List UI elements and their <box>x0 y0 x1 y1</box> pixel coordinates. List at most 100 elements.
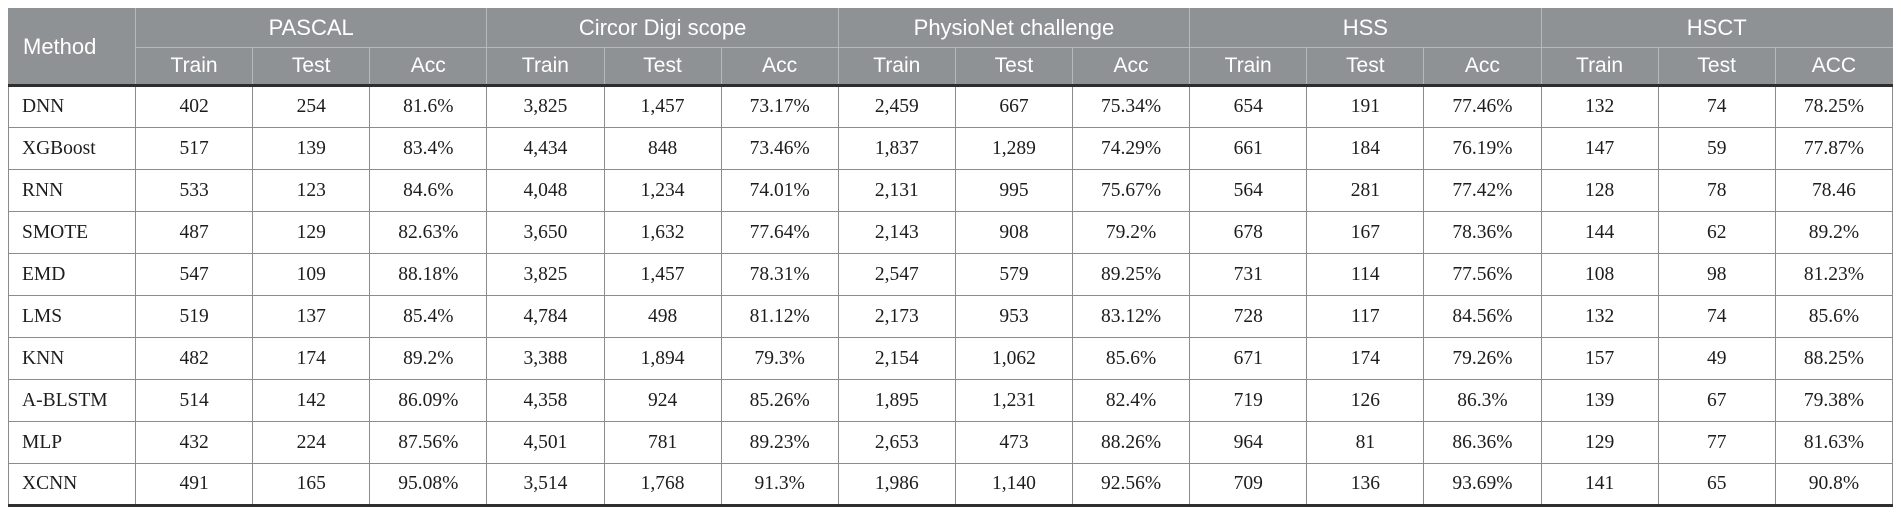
table-cell: 1,231 <box>954 379 1074 422</box>
table-cell: 432 <box>134 421 254 464</box>
table-cell: 2,143 <box>837 211 956 254</box>
table-cell: 2,154 <box>837 337 956 380</box>
table-row: LMS 519 137 85.4% 4,784 498 81.12% 2,173 953 83.1… <box>8 295 1894 338</box>
table-cell: 65 <box>1657 463 1776 507</box>
sub-header: Train <box>1540 47 1659 86</box>
table-cell: 2,653 <box>837 421 956 464</box>
table-cell: 83.12% <box>1071 295 1191 338</box>
sub-header: Test <box>252 47 371 86</box>
table-row: XGBoost 517 139 83.4% 4,434 848 73.46% 1,837 1,2… <box>8 127 1894 170</box>
table-cell: 165 <box>252 463 371 507</box>
table-cell: 1,140 <box>954 463 1074 507</box>
table-cell: 136 <box>1306 463 1425 507</box>
table-cell: 82.63% <box>369 211 488 254</box>
sub-header: Train <box>134 47 254 86</box>
sub-header: Acc <box>1071 47 1191 86</box>
table-cell: 84.56% <box>1423 295 1542 338</box>
table-cell: 2,547 <box>837 253 956 296</box>
table-cell: 147 <box>1540 127 1659 170</box>
table-cell: 719 <box>1189 379 1308 422</box>
table-row: EMD 547 109 88.18% 3,825 1,457 78.31% 2,547 579 8… <box>8 253 1894 296</box>
table-cell: 781 <box>603 421 722 464</box>
table-cell: 78.36% <box>1423 211 1542 254</box>
table-cell: 88.25% <box>1774 337 1894 380</box>
table-cell: 87.56% <box>369 421 488 464</box>
table-cell: 85.6% <box>1071 337 1191 380</box>
table-cell: 132 <box>1540 84 1659 128</box>
table-cell: 731 <box>1189 253 1308 296</box>
table-cell: 678 <box>1189 211 1308 254</box>
table-cell: 77.87% <box>1774 127 1894 170</box>
table-cell: 4,784 <box>486 295 605 338</box>
table-cell: 123 <box>252 169 371 212</box>
table-cell: 93.69% <box>1423 463 1542 507</box>
table-cell: 3,388 <box>486 337 605 380</box>
table-cell: 126 <box>1306 379 1425 422</box>
table-cell: 79.2% <box>1071 211 1191 254</box>
table-cell: 74 <box>1657 84 1776 128</box>
table-cell: 519 <box>134 295 254 338</box>
table-cell: 1,062 <box>954 337 1074 380</box>
method-cell: RNN <box>8 169 136 212</box>
table-cell: 91.3% <box>720 463 839 507</box>
table-cell: 81.23% <box>1774 253 1894 296</box>
group-header-row: Method PASCAL Circor Digi scope PhysioNet … <box>8 8 1893 86</box>
table-cell: 82.4% <box>1071 379 1191 422</box>
table-cell: 174 <box>1306 337 1425 380</box>
table-cell: 78.31% <box>720 253 839 296</box>
method-cell: SMOTE <box>8 211 136 254</box>
table-cell: 953 <box>954 295 1074 338</box>
table-cell: 83.4% <box>369 127 488 170</box>
table-cell: 254 <box>252 84 371 128</box>
table-cell: 109 <box>252 253 371 296</box>
table-cell: 117 <box>1306 295 1425 338</box>
table-cell: 3,825 <box>486 253 605 296</box>
table-cell: 88.26% <box>1071 421 1191 464</box>
table-cell: 98 <box>1657 253 1776 296</box>
table-cell: 95.08% <box>369 463 488 507</box>
sub-header: Test <box>1657 47 1776 86</box>
table-cell: 78.46 <box>1774 169 1894 212</box>
sub-header: Test <box>1306 47 1425 86</box>
table-cell: 964 <box>1189 421 1308 464</box>
table-cell: 75.34% <box>1071 84 1191 128</box>
table-cell: 67 <box>1657 379 1776 422</box>
table-cell: 1,768 <box>603 463 722 507</box>
sub-header-row: Train Test Acc Train Test Acc Train Test Acc Trai… <box>9 47 1894 86</box>
table-cell: 4,048 <box>486 169 605 212</box>
table-cell: 139 <box>1540 379 1659 422</box>
sub-header: Test <box>603 47 722 86</box>
table-cell: 191 <box>1306 84 1425 128</box>
sub-header: Acc <box>1423 47 1542 86</box>
table-cell: 129 <box>252 211 371 254</box>
table-cell: 85.6% <box>1774 295 1894 338</box>
table-cell: 75.67% <box>1071 169 1191 212</box>
group-header: PhysioNet challenge <box>837 8 1191 48</box>
table-cell: 139 <box>252 127 371 170</box>
table-cell: 1,837 <box>837 127 956 170</box>
table-cell: 77.64% <box>720 211 839 254</box>
table-cell: 2,459 <box>837 84 956 128</box>
table-cell: 157 <box>1540 337 1659 380</box>
sub-header: Train <box>837 47 956 86</box>
table-cell: 74.29% <box>1071 127 1191 170</box>
table-cell: 78 <box>1657 169 1776 212</box>
table-cell: 533 <box>134 169 254 212</box>
method-cell: LMS <box>8 295 136 338</box>
table-cell: 132 <box>1540 295 1659 338</box>
table-cell: 81 <box>1306 421 1425 464</box>
results-table: Method PASCAL Circor Digi scope PhysioNet … <box>8 8 1894 507</box>
table-cell: 2,173 <box>837 295 956 338</box>
method-column-header: Method <box>8 8 136 86</box>
table-cell: 137 <box>252 295 371 338</box>
table-cell: 62 <box>1657 211 1776 254</box>
table-cell: 908 <box>954 211 1074 254</box>
table-cell: 661 <box>1189 127 1308 170</box>
table-cell: 924 <box>603 379 722 422</box>
table-cell: 59 <box>1657 127 1776 170</box>
table-cell: 3,825 <box>486 84 605 128</box>
table-cell: 728 <box>1189 295 1308 338</box>
table-cell: 487 <box>134 211 254 254</box>
table-row: SMOTE 487 129 82.63% 3,650 1,632 77.64% 2,143 90… <box>8 211 1894 254</box>
